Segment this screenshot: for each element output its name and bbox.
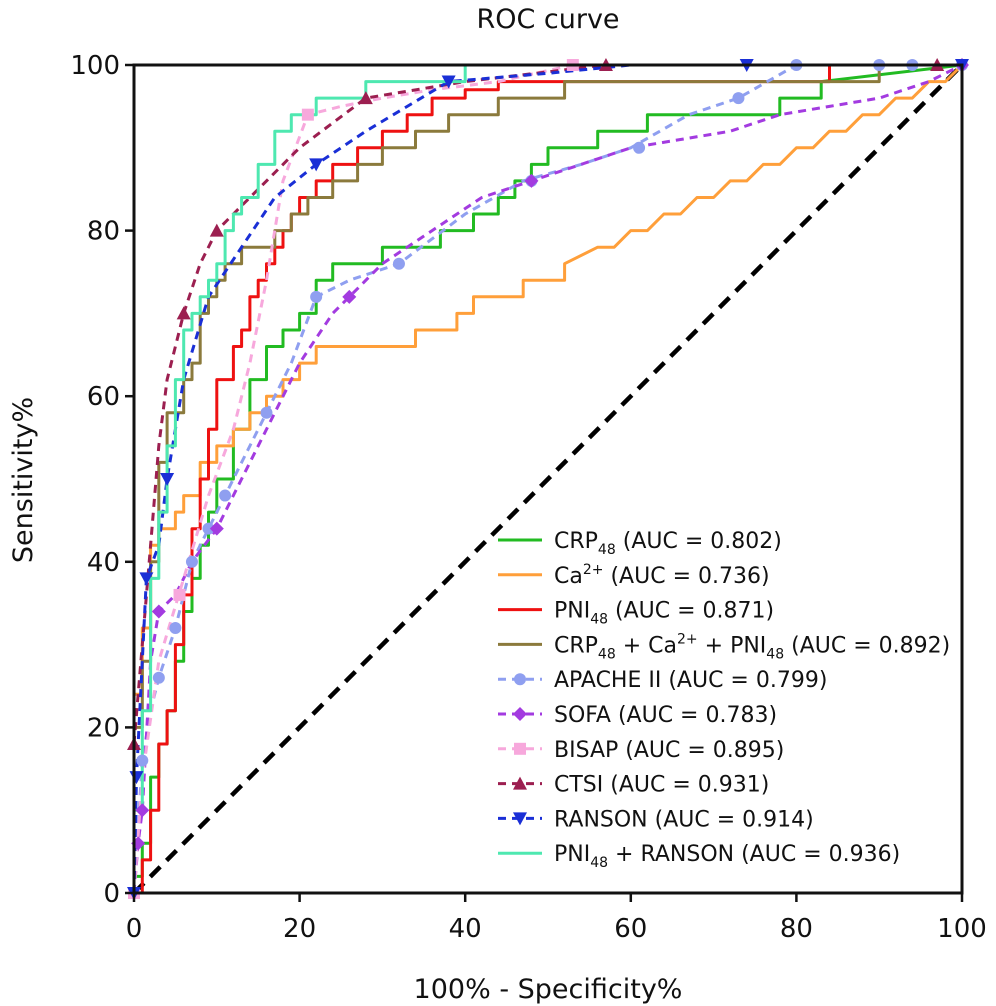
data-point-ranson-auc-0-914 [309, 158, 324, 172]
y-axis-title: Sensitivity% [8, 397, 39, 563]
legend-label: BISAP (AUC = 0.895) [554, 738, 784, 763]
series-line-apache-ii-auc-0-799 [132, 63, 962, 894]
data-point-ctsi-auc-0-931 [358, 91, 373, 105]
x-tick-label: 20 [283, 914, 316, 944]
data-point-sofa-auc-0-783 [135, 803, 150, 818]
data-point-apache-ii-auc-0-799 [310, 290, 323, 303]
legend-marker [513, 776, 527, 790]
x-tick-label: 100 [937, 914, 987, 944]
legend-item: CTSI (AUC = 0.931) [498, 773, 769, 798]
legend-label: Ca2+ (AUC = 0.736) [554, 562, 770, 589]
data-point-apache-ii-auc-0-799 [169, 622, 182, 635]
data-point-ranson-auc-0-914 [160, 473, 175, 486]
x-tick-label: 60 [614, 914, 647, 944]
legend-label: APACHE II (AUC = 0.799) [554, 668, 827, 693]
series-line-ca2-auc-0-736 [132, 63, 964, 893]
x-tick-label: 40 [449, 914, 482, 944]
x-axis-title: 100% - Specificity% [414, 974, 683, 1005]
y-tick-label: 0 [103, 879, 120, 909]
series-line-pni48-auc-0-871 [134, 63, 962, 895]
legend-marker [514, 673, 526, 686]
x-tick-label: 80 [780, 914, 813, 944]
data-point-sofa-auc-0-783 [524, 173, 539, 188]
y-tick-label: 20 [87, 713, 120, 743]
legend-item: CRP48 + Ca2+ + PNI48 (AUC = 0.892) [498, 631, 950, 662]
legend-label: RANSON (AUC = 0.914) [554, 807, 814, 832]
chart-title: ROC curve [476, 4, 619, 35]
y-tick-label: 80 [87, 217, 120, 247]
legend-label: CRP48 (AUC = 0.802) [554, 529, 782, 558]
legend-item: RANSON (AUC = 0.914) [498, 807, 814, 832]
legend-label: PNI48 + RANSON (AUC = 0.936) [554, 842, 900, 871]
legend-marker [513, 707, 527, 721]
data-point-ctsi-auc-0-931 [176, 306, 191, 320]
reference-diagonal-line [132, 63, 964, 895]
data-point-apache-ii-auc-0-799 [136, 754, 149, 767]
data-point-sofa-auc-0-783 [209, 521, 224, 536]
data-point-ctsi-auc-0-931 [209, 223, 224, 237]
data-point-apache-ii-auc-0-799 [152, 671, 165, 684]
plot-lines [132, 63, 964, 895]
legend-label: PNI48 (AUC = 0.871) [554, 599, 774, 628]
legend-item: PNI48 + RANSON (AUC = 0.936) [498, 842, 900, 871]
legend-item: PNI48 (AUC = 0.871) [498, 599, 774, 628]
legend-item: BISAP (AUC = 0.895) [498, 738, 784, 763]
legend-item: APACHE II (AUC = 0.799) [498, 668, 827, 693]
y-tick-label: 60 [87, 382, 120, 412]
y-axis: 0 20 40 60 80 100 [70, 51, 134, 909]
series-line-pni48-ranson-auc-0-936 [132, 63, 962, 893]
legend: CRP48 (AUC = 0.802) Ca2+ (AUC = 0.736) PNI… [498, 529, 950, 871]
legend-label: SOFA (AUC = 0.783) [554, 703, 777, 728]
data-point-bisap-auc-0-895 [173, 588, 186, 601]
legend-marker [514, 742, 526, 755]
data-point-apache-ii-auc-0-799 [732, 92, 745, 105]
data-point-apache-ii-auc-0-799 [260, 406, 273, 419]
data-point-apache-ii-auc-0-799 [202, 522, 215, 535]
plot-frame [132, 63, 964, 895]
data-point-sofa-auc-0-783 [342, 289, 357, 304]
x-axis: 0 20 40 60 80 100 [126, 893, 987, 944]
data-point-apache-ii-auc-0-799 [185, 555, 198, 568]
legend-item: CRP48 (AUC = 0.802) [498, 529, 782, 558]
legend-marker [513, 812, 527, 826]
data-point-bisap-auc-0-895 [301, 108, 314, 121]
legend-label: CTSI (AUC = 0.931) [554, 773, 769, 798]
data-point-apache-ii-auc-0-799 [633, 141, 646, 154]
y-tick-label: 40 [87, 548, 120, 578]
legend-item: SOFA (AUC = 0.783) [498, 703, 777, 728]
legend-item: Ca2+ (AUC = 0.736) [498, 562, 770, 589]
y-tick-label: 100 [70, 51, 120, 81]
data-point-apache-ii-auc-0-799 [219, 489, 232, 502]
data-point-ranson-auc-0-914 [441, 75, 456, 89]
data-point-apache-ii-auc-0-799 [392, 257, 405, 270]
legend-label: CRP48 + Ca2+ + PNI48 (AUC = 0.892) [554, 631, 950, 662]
data-point-ranson-auc-0-914 [139, 572, 154, 586]
data-point-sofa-auc-0-783 [151, 604, 166, 619]
x-tick-label: 0 [126, 914, 143, 944]
